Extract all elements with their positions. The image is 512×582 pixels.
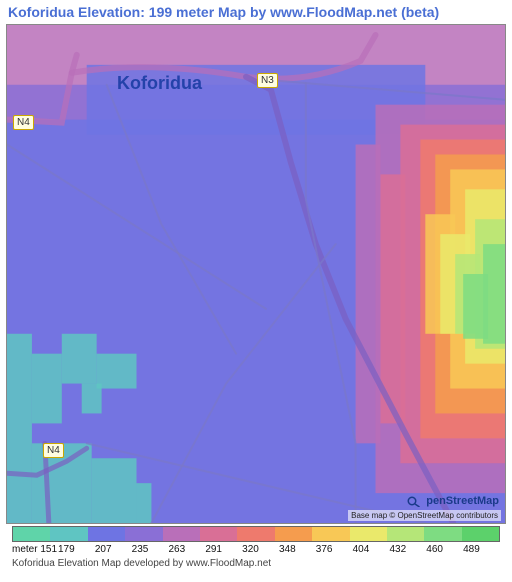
legend-value: 207: [95, 544, 132, 555]
legend-swatch: [13, 527, 50, 541]
legend-value: 291: [205, 544, 242, 555]
legend-swatch: [312, 527, 349, 541]
legend-value: 432: [389, 544, 426, 555]
elevation-map[interactable]: Koforidua N3 N4 N4 penStreetMap Base map ©…: [6, 24, 506, 524]
legend-labels: meter 151 179207235263291320348376404432…: [12, 542, 500, 556]
legend-swatch: [462, 527, 499, 541]
legend-swatch: [237, 527, 274, 541]
map-canvas: [7, 25, 505, 523]
road-badge: N4: [13, 115, 34, 130]
city-label: Koforidua: [117, 73, 202, 94]
legend-value: 404: [353, 544, 390, 555]
road-badge: N4: [43, 443, 64, 458]
header: Koforidua Elevation: 199 meter Map by ww…: [0, 0, 512, 24]
legend-value: 376: [316, 544, 353, 555]
legend-value: 235: [132, 544, 169, 555]
legend-value: 263: [168, 544, 205, 555]
legend-swatch: [387, 527, 424, 541]
legend-swatch: [275, 527, 312, 541]
map-attribution: Base map © OpenStreetMap contributors: [348, 510, 501, 521]
legend-value: 460: [426, 544, 463, 555]
legend-color-bar: [12, 526, 500, 542]
footer-text: Koforidua Elevation Map developed by www…: [6, 558, 506, 569]
legend-value: 348: [279, 544, 316, 555]
legend-swatch: [88, 527, 125, 541]
legend-values: 179207235263291320348376404432460489: [58, 544, 500, 555]
legend-value: 320: [242, 544, 279, 555]
magnifier-icon: [406, 495, 424, 507]
legend-swatch: [424, 527, 461, 541]
legend-swatch: [350, 527, 387, 541]
legend-value: 179: [58, 544, 95, 555]
openstreetmap-badge: penStreetMap: [406, 495, 499, 507]
brand-text: penStreetMap: [426, 495, 499, 507]
legend-swatch: [200, 527, 237, 541]
page-title: Koforidua Elevation: 199 meter Map by ww…: [8, 4, 439, 20]
legend-value: 489: [463, 544, 500, 555]
legend-swatch: [163, 527, 200, 541]
road-badge: N3: [257, 73, 278, 88]
legend-swatch: [125, 527, 162, 541]
legend-swatch: [50, 527, 87, 541]
elevation-legend: meter 151 179207235263291320348376404432…: [6, 524, 506, 556]
legend-unit: meter 151: [12, 544, 58, 555]
